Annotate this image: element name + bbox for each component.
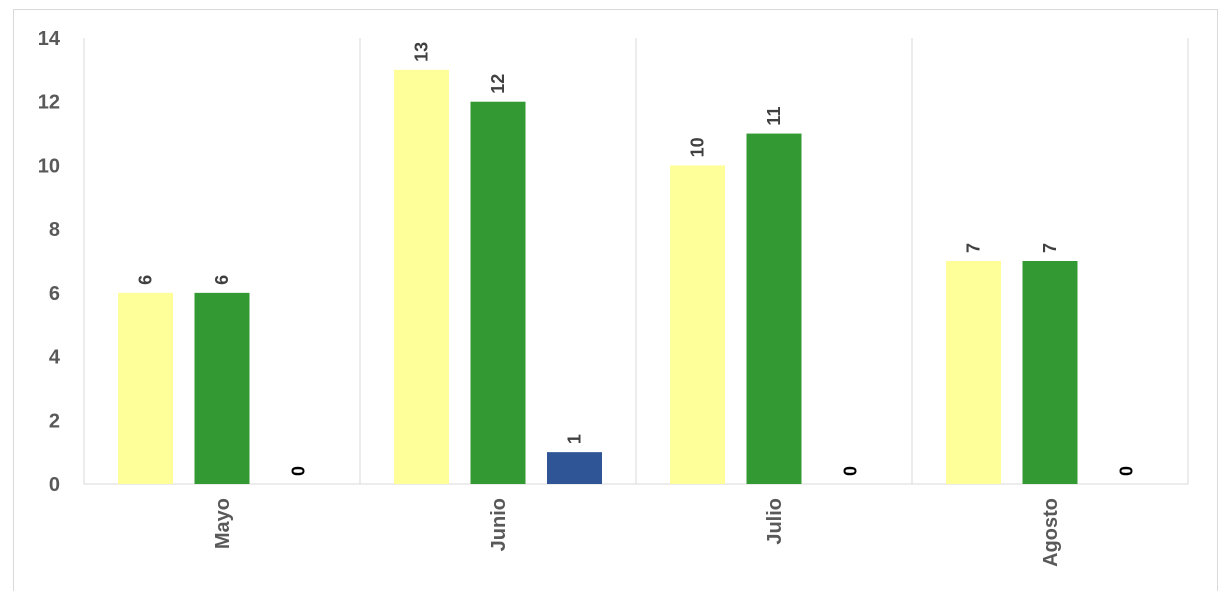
bar — [547, 452, 602, 484]
category-label: Agosto — [1040, 498, 1062, 567]
bar — [118, 292, 173, 484]
y-tick-label: 6 — [49, 283, 60, 305]
grid-layer — [83, 38, 1189, 485]
data-label: 11 — [764, 107, 784, 126]
y-axis: 0 2 4 6 8 10 12 14 — [38, 28, 61, 496]
category-label: Junio — [488, 498, 510, 551]
data-label: 6 — [136, 275, 156, 285]
data-label: 6 — [212, 275, 232, 285]
bar — [1022, 261, 1078, 484]
bar — [670, 165, 725, 484]
bar — [470, 101, 526, 484]
y-tick-label: 10 — [38, 155, 60, 177]
data-label: 0 — [289, 466, 309, 476]
bar — [194, 292, 250, 484]
data-label: 0 — [1117, 466, 1137, 476]
bar — [946, 261, 1001, 484]
y-tick-label: 12 — [38, 92, 60, 114]
data-label: 13 — [412, 42, 432, 62]
data-label: 7 — [964, 243, 984, 253]
data-label: 0 — [841, 466, 861, 476]
y-tick-label: 0 — [49, 474, 60, 496]
bar — [746, 133, 802, 485]
bar — [394, 69, 449, 484]
data-label: 7 — [1040, 243, 1060, 253]
y-tick-label: 4 — [49, 347, 61, 369]
data-label: 12 — [488, 74, 508, 94]
y-tick-label: 8 — [49, 219, 60, 241]
category-label: Mayo — [212, 498, 234, 549]
bars-layer — [118, 69, 1078, 485]
y-tick-label: 2 — [49, 410, 60, 432]
data-label: 1 — [565, 434, 585, 444]
x-axis: Mayo Junio Julio Agosto — [212, 498, 1062, 567]
category-label: Julio — [764, 498, 786, 545]
y-tick-label: 14 — [38, 28, 61, 50]
data-label: 10 — [688, 137, 708, 157]
